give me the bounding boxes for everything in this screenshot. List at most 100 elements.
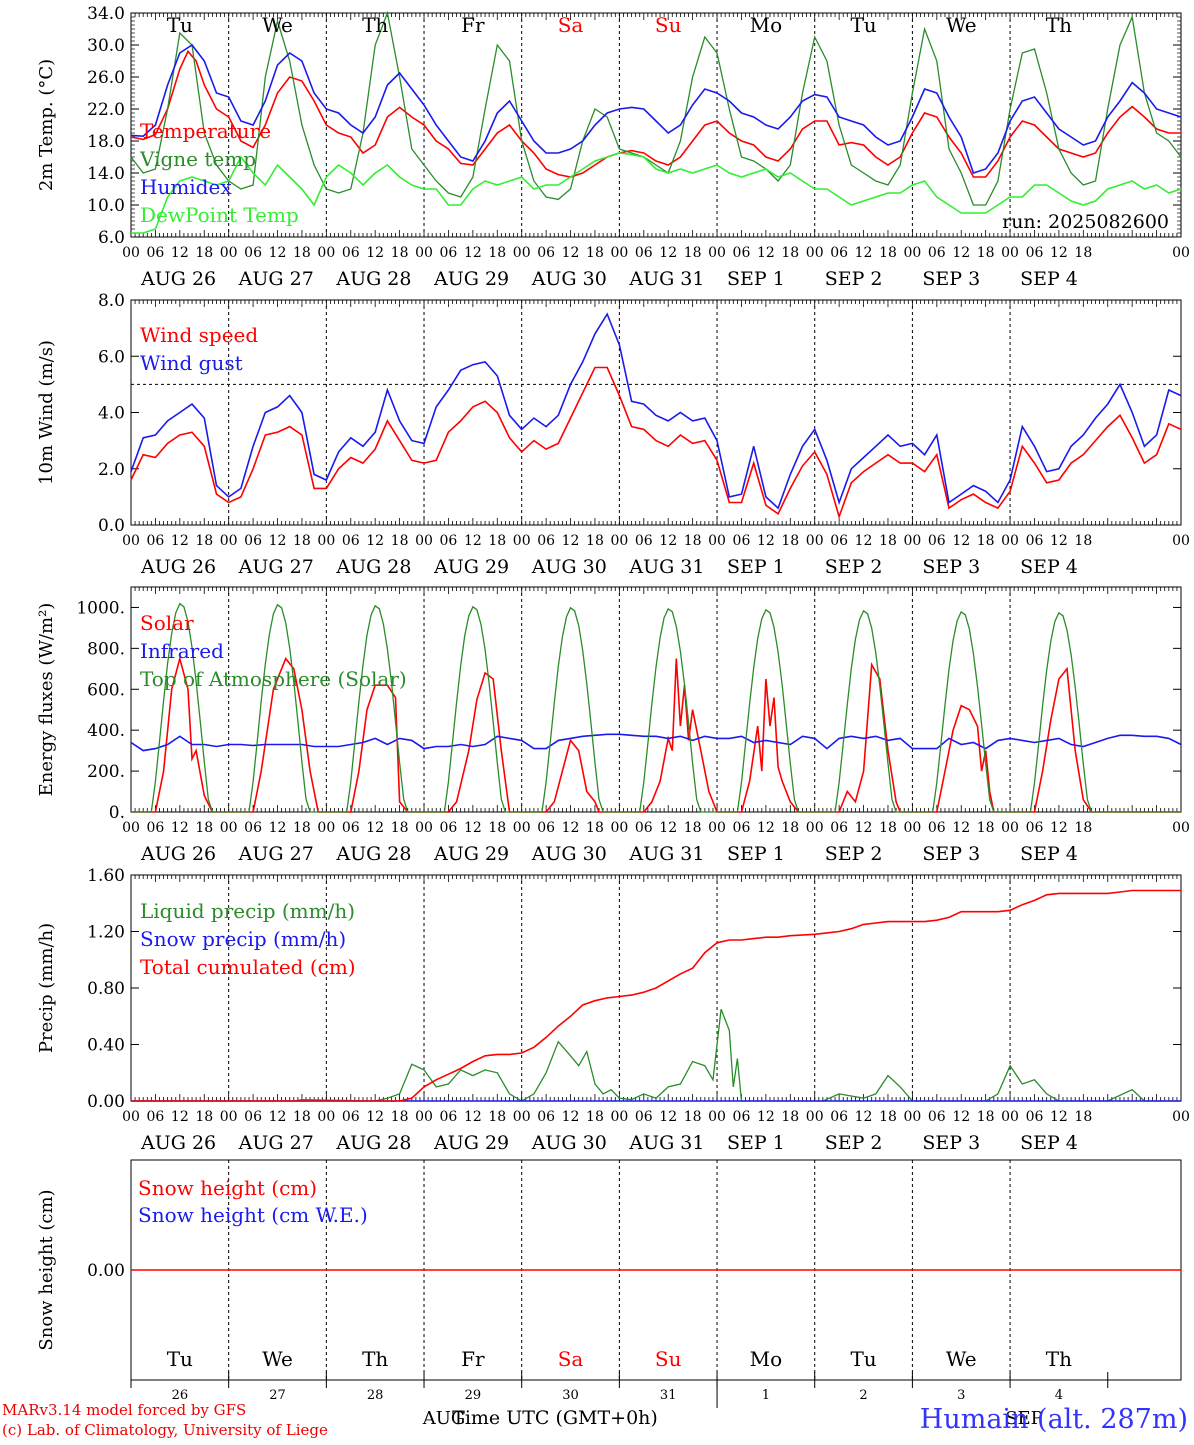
x-date-label: AUG 30 [531,1132,607,1154]
weekday-label: Th [1046,13,1072,37]
x-hour-label: 06 [342,1109,360,1125]
panel-5: 0.00 Snow height (cm) Snow height (cm) Snow… [36,1159,1182,1381]
x-hour-label: 12 [757,820,775,836]
x-hour-label: 18 [195,820,213,836]
x-hour-label: 12 [562,245,580,261]
y-tick-label: 800. [87,639,125,659]
weekday-label: Th [1046,1347,1072,1371]
station-name: Humain (alt. 287m) [920,1404,1188,1435]
day-number-label: 26 [172,1388,189,1403]
x-hour-label: 00 [1172,1109,1190,1125]
x-hour-label: 00 [317,533,335,549]
x-hour-label: 18 [586,533,604,549]
model-credit: MARv3.14 model forced by GFS [2,1401,246,1419]
weekday-label: Tu [850,1347,876,1371]
x-hour-label: 00 [220,245,238,261]
weekday-label: We [946,1347,977,1371]
x-hour-label: 00 [1172,245,1190,261]
x-hour-label: 00 [513,245,531,261]
x-hour-label: 06 [244,1109,262,1125]
x-date-label: SEP 2 [825,1132,883,1154]
x-hour-label: 06 [635,1109,653,1125]
x-hour-label: 00 [903,533,921,549]
x-hour-label: 12 [1050,1109,1068,1125]
x-date-label: SEP 3 [922,843,980,865]
x-hour-label: 12 [269,820,287,836]
y-tick-label: 0.40 [87,1036,125,1056]
x-hour-label: 12 [464,820,482,836]
legend-entry: Temperature [140,119,271,143]
day-number-label: 29 [465,1388,482,1403]
x-hour-label: 00 [708,533,726,549]
x-hour-label: 12 [659,820,677,836]
x-hour-label: 12 [659,533,677,549]
x-hour-label: 18 [195,245,213,261]
x-hour-label: 18 [391,820,409,836]
legend-entry: Snow precip (mm/h) [140,927,346,951]
x-hour-label: 00 [122,1109,140,1125]
x-hour-label: 18 [195,1109,213,1125]
x-hour-label: 06 [147,1109,165,1125]
x-hour-label: 00 [1001,533,1019,549]
x-hour-label: 18 [879,245,897,261]
weekday-label: Th [362,1347,388,1371]
y-tick-label: 22.0 [87,100,125,120]
x-hour-label: 18 [293,1109,311,1125]
x-hour-label: 00 [1001,1109,1019,1125]
x-hour-label: 18 [879,533,897,549]
x-hour-label: 18 [293,245,311,261]
x-hour-label: 12 [952,245,970,261]
x-hour-label: 00 [1001,245,1019,261]
y-tick-label: 2.0 [98,460,125,480]
y-tick-label: 14.0 [87,164,125,184]
x-date-label: AUG 31 [628,1132,704,1154]
x-hour-label: 06 [1026,820,1044,836]
x-date-label: AUG 29 [433,843,509,865]
x-hour-label: 00 [610,533,628,549]
x-hour-label: 18 [1074,245,1092,261]
weekday-label: Sa [558,1347,584,1371]
x-hour-label: 06 [830,820,848,836]
x-hour-label: 06 [635,820,653,836]
y-tick-label: 18.0 [87,132,125,152]
legend-entry: Snow height (cm W.E.) [138,1203,368,1227]
x-date-label: SEP 3 [922,556,980,578]
x-hour-label: 00 [122,533,140,549]
weekday-label: Su [655,1347,682,1371]
series-line-temperature [130,49,1181,178]
x-hour-label: 12 [171,1109,189,1125]
x-hour-label: 12 [171,245,189,261]
series-line-top-of-atmosphere-solar [131,602,1181,813]
x-hour-label: 18 [1074,1109,1092,1125]
x-hour-label: 00 [513,1109,531,1125]
x-date-label: AUG 29 [433,1132,509,1154]
x-hour-label: 06 [733,533,751,549]
x-hour-label: 06 [928,1109,946,1125]
x-hour-label: 00 [903,820,921,836]
x-hour-label: 00 [708,820,726,836]
legend-entry: Solar [140,611,194,635]
x-hour-label: 12 [855,820,873,836]
x-hour-label: 12 [855,533,873,549]
x-hour-label: 06 [440,245,458,261]
x-hour-label: 06 [1026,533,1044,549]
x-hour-label: 00 [903,1109,921,1125]
x-hour-label: 18 [781,820,799,836]
x-date-label: AUG 29 [433,556,509,578]
x-hour-label: 12 [562,533,580,549]
x-hour-label: 18 [684,533,702,549]
bottom-axis: Tu 26 We 27 Th 28 Fr 29 Sa 30 Su 31 Mo 1 Tu 2 We 3 Th 4 AUG S… [2,1347,1188,1439]
x-date-label: AUG 27 [238,1132,314,1154]
y-tick-label: 600. [87,680,125,700]
x-date-label: SEP 3 [922,1132,980,1154]
y-tick-label: 6.0 [98,228,125,248]
x-date-label: SEP 2 [825,843,883,865]
plot-frame [130,586,1182,813]
y-axis-label: Snow height (cm) [36,1189,57,1350]
x-date-label: AUG 26 [140,556,216,578]
x-date-label: AUG 28 [335,268,411,290]
x-hour-label: 00 [610,820,628,836]
x-hour-label: 06 [147,820,165,836]
x-hour-label: 06 [147,533,165,549]
